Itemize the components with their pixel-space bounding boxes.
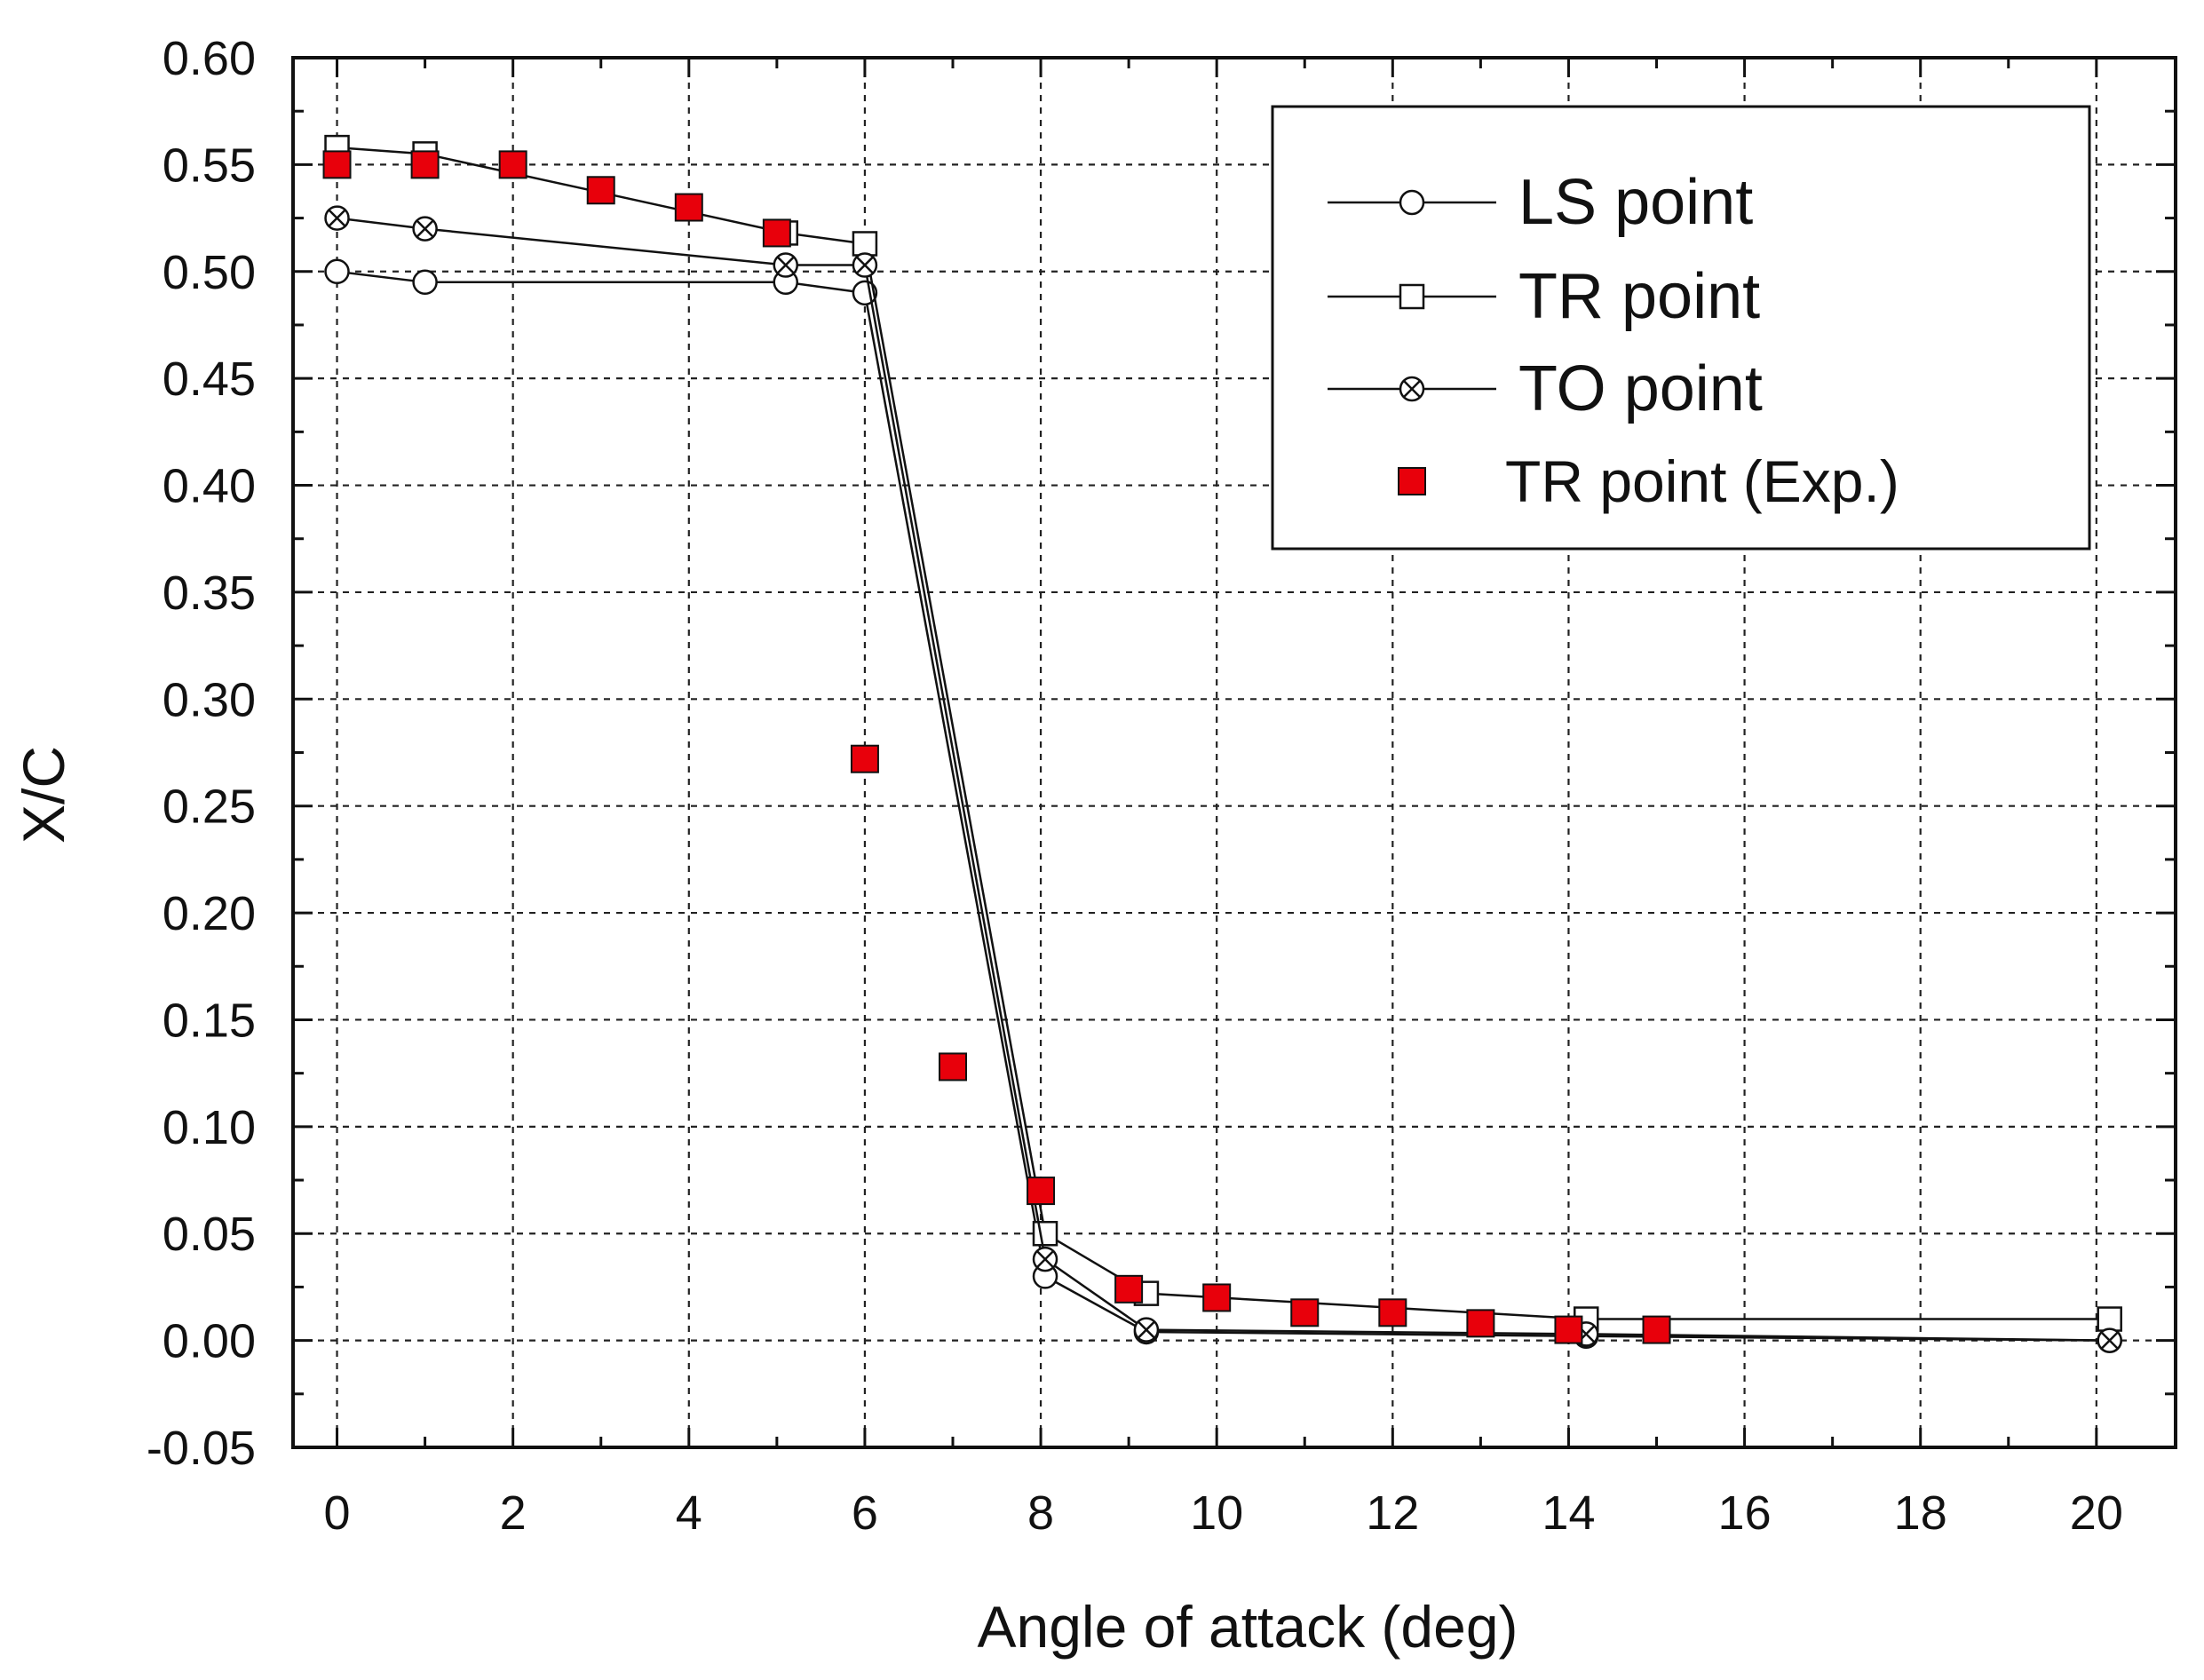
data-point: [498, 150, 527, 179]
y-tick-label: 0.10: [163, 1101, 256, 1154]
legend-marker-0: [1399, 189, 1425, 216]
data-point: [1114, 1274, 1144, 1304]
x-tick-label: 2: [500, 1486, 527, 1540]
y-tick-label: 0.05: [163, 1208, 256, 1261]
y-tick-label: 0.55: [163, 139, 256, 192]
x-tick-label: 6: [852, 1486, 878, 1540]
y-tick-label: 0.15: [163, 994, 256, 1047]
y-tick-label: 0.30: [163, 673, 256, 726]
data-point: [773, 252, 799, 278]
data-point: [1032, 1246, 1058, 1272]
data-point: [2097, 1306, 2122, 1332]
data-point: [850, 744, 879, 773]
legend-marker-2: [1399, 376, 1425, 402]
data-point: [2097, 1327, 2122, 1353]
x-tick-label: 16: [1718, 1486, 1772, 1540]
tick-labels: 0 2 4 6 8 10 12 14 16 18 20 -0.05 0.00 0.05 0.10 0.15 0.…: [147, 32, 2123, 1540]
legend-marker-3: [1398, 467, 1426, 495]
series-line-1: [337, 146, 2110, 1320]
legend-marker-2-cross-b: [1402, 379, 1422, 399]
data-point: [852, 252, 878, 278]
y-tick-label: 0.20: [163, 887, 256, 940]
data-point: [1554, 1315, 1583, 1344]
legend-label-to: TO point: [1518, 353, 1763, 424]
data-point: [1133, 1317, 1160, 1343]
data-point-cross-b: [776, 256, 796, 274]
data-point-cross-b: [328, 209, 346, 227]
data-point-cross-b: [1137, 1320, 1156, 1339]
legend: LS point TR point TO point TR point (Exp…: [1271, 105, 2091, 551]
data-point: [938, 1052, 967, 1082]
x-tick-label: 18: [1894, 1486, 1947, 1540]
x-tick-label: 10: [1190, 1486, 1243, 1540]
data-point: [1202, 1283, 1232, 1312]
series-3: [322, 150, 1671, 1344]
data-point: [852, 231, 878, 257]
y-tick-label: 0.25: [163, 781, 256, 834]
x-tick-label: 0: [324, 1486, 351, 1540]
data-point: [1032, 1220, 1058, 1247]
data-point-cross-b: [1035, 1249, 1055, 1269]
data-point: [412, 216, 438, 242]
y-tick-label: 0.60: [163, 32, 256, 85]
data-point: [1466, 1309, 1495, 1338]
data-point-cross-b: [855, 256, 875, 274]
y-tick-label: 0.00: [163, 1315, 256, 1368]
y-tick-label: -0.05: [147, 1422, 256, 1475]
series-2: [324, 205, 2122, 1353]
series-line-2: [337, 217, 2110, 1342]
legend-label-exp: TR point (Exp.): [1505, 448, 1899, 514]
data-point: [762, 218, 791, 248]
legend-marker-1: [1399, 283, 1425, 310]
legend-label-tr: TR point: [1518, 261, 1760, 332]
data-point: [1290, 1298, 1320, 1327]
x-tick-label: 8: [1027, 1486, 1054, 1540]
legend-label-ls: LS point: [1518, 167, 1753, 238]
data-point: [412, 269, 438, 296]
x-tick-label: 12: [1366, 1486, 1419, 1540]
x-tick-label: 4: [676, 1486, 702, 1540]
y-tick-label: 0.40: [163, 460, 256, 513]
x-tick-label: 14: [1542, 1486, 1595, 1540]
data-point: [1027, 1177, 1056, 1206]
y-axis-title: X/C: [11, 746, 76, 844]
y-tick-label: 0.50: [163, 246, 256, 299]
data-point: [324, 258, 350, 285]
data-point: [674, 193, 703, 222]
data-point: [324, 205, 350, 231]
data-point: [322, 150, 352, 179]
data-point: [1642, 1315, 1671, 1344]
y-tick-label: 0.35: [163, 567, 256, 620]
x-axis-title: Angle of attack (deg): [977, 1594, 1518, 1660]
data-point-cross-b: [2100, 1331, 2119, 1350]
y-tick-label: 0.45: [163, 353, 256, 406]
data-point: [586, 176, 615, 205]
x-tick-label: 20: [2070, 1486, 2123, 1540]
data-point: [1378, 1298, 1407, 1327]
axes: [291, 56, 2177, 1449]
data-point: [410, 150, 440, 179]
series-layer: [322, 134, 2122, 1353]
series-line-0: [337, 270, 2110, 1342]
data-point-cross-b: [416, 219, 434, 238]
